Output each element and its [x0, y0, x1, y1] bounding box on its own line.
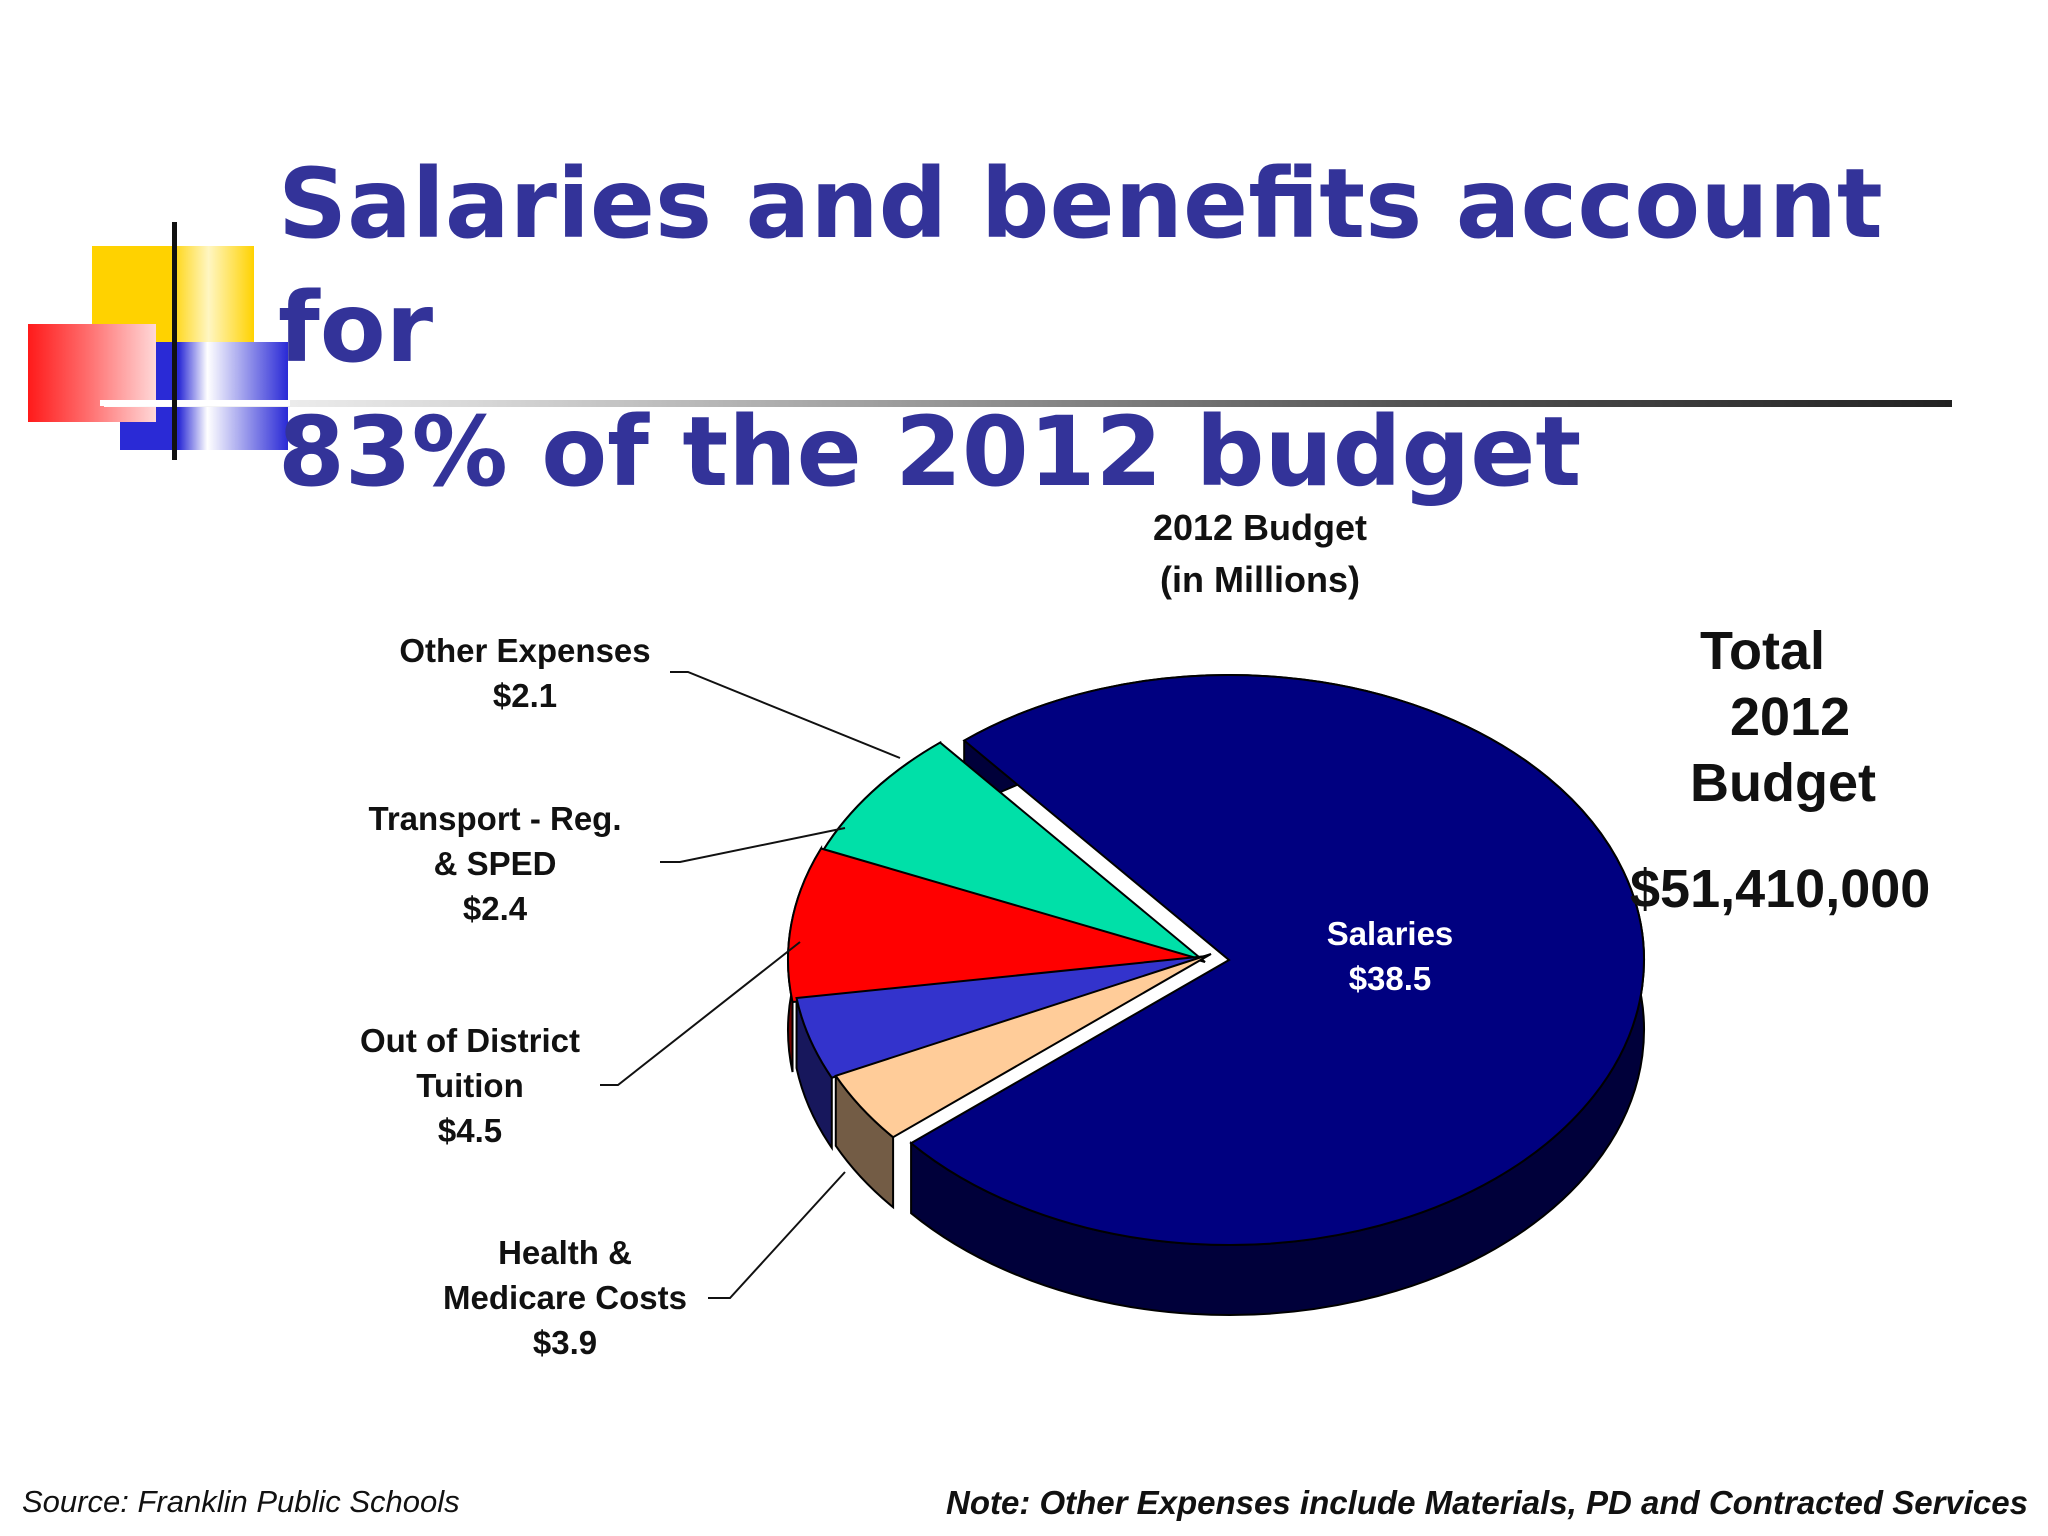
slice-label-health-name-1: Health & [498, 1234, 632, 1271]
slice-label-transport-value: $2.4 [462, 890, 528, 927]
deco-vertical-line [172, 222, 177, 460]
slice-label-salaries-value: $38.5 [1349, 960, 1432, 997]
slide-title-line-2: 83% of the 2012 budget [278, 396, 1582, 508]
chart-title-line-1: 2012 Budget [1152, 507, 1368, 548]
slice-label-other-name: Other Expenses [399, 632, 651, 669]
total-line-1: Total [1700, 621, 1825, 681]
pie-leaders [600, 671, 901, 1299]
pie-slice-tuition [787, 847, 1204, 1004]
total-budget-callout: Total 2012 Budget $51,410,000 [1630, 618, 2010, 922]
slice-label-transport-name-1: Transport - Reg. [368, 800, 622, 837]
slice-label-tuition: Out of District Tuition $4.5 [320, 1018, 620, 1153]
total-line-3: Budget [1690, 753, 1876, 813]
pie-slice-health [821, 741, 1206, 963]
leader-line-health [708, 1171, 846, 1299]
title-rule [104, 400, 1952, 407]
pie-slice-other [834, 953, 1212, 1139]
leader-line-other [670, 671, 901, 759]
source-note: Source: Franklin Public Schools [22, 1484, 460, 1519]
slice-label-health-name-2: Medicare Costs [443, 1279, 687, 1316]
total-amount: $51,410,000 [1630, 859, 1931, 919]
slice-label-tuition-name-1: Out of District [360, 1022, 580, 1059]
total-line-2: 2012 [1730, 687, 1851, 747]
slice-label-health-value: $3.9 [532, 1324, 598, 1361]
deco-white-line [100, 400, 290, 406]
chart-title: 2012 Budget (in Millions) [1100, 502, 1420, 606]
leader-line-tuition [600, 941, 801, 1086]
pie-slice-salaries [909, 673, 1645, 1246]
chart-title-line-2: (in Millions) [1160, 559, 1360, 600]
slice-label-transport: Transport - Reg. & SPED $2.4 [330, 796, 660, 931]
slice-label-other-value: $2.1 [492, 677, 558, 714]
slice-label-transport-name-2: & SPED [433, 845, 557, 882]
slide-title-line-1: Salaries and benefits account for [278, 148, 1883, 384]
pie-slice-transport [795, 955, 1208, 1079]
leader-line-transport [660, 827, 846, 863]
slice-label-health: Health & Medicare Costs $3.9 [410, 1230, 720, 1365]
slice-label-other: Other Expenses $2.1 [340, 628, 710, 718]
slice-label-tuition-name-2: Tuition [416, 1067, 524, 1104]
slice-label-tuition-value: $4.5 [437, 1112, 503, 1149]
footnote: Note: Other Expenses include Materials, … [945, 1484, 2028, 1521]
slice-label-salaries-name: Salaries [1327, 915, 1454, 952]
slide-title: Salaries and benefits account for 83% of… [278, 142, 1998, 514]
pie-tops [787, 673, 1645, 1246]
